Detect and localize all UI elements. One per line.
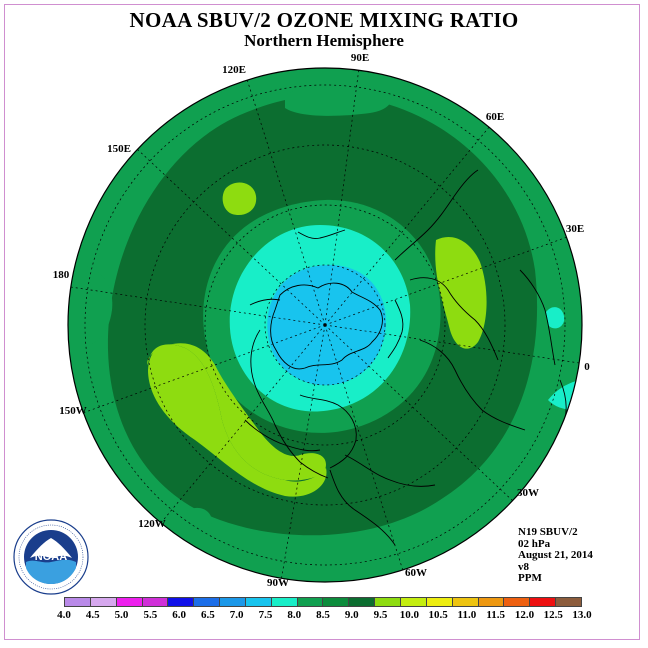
ozone-region-9.5-west-b (148, 344, 327, 497)
color-scale-tick-label: 6.5 (201, 609, 215, 621)
color-scale-tick-label: 7.0 (229, 609, 244, 621)
color-scale-bar (64, 597, 582, 607)
ozone-region-9.5-north (222, 182, 257, 216)
lon-label-30w: 30W (517, 487, 539, 499)
color-scale-tick-label: 11.0 (457, 609, 477, 621)
ozone-region-9.5-west (147, 343, 326, 481)
color-swatch (478, 598, 505, 606)
units-label: PPM (518, 572, 542, 584)
color-swatch (426, 598, 453, 606)
lon-label-120e: 120E (222, 64, 246, 76)
color-scale-tick-label: 7.5 (258, 609, 273, 621)
color-scale-tick-label: 10.0 (399, 609, 419, 621)
ozone-region-8.5-south (185, 507, 213, 530)
color-swatch (349, 598, 376, 606)
color-scale-tick-label: 4.0 (57, 609, 71, 621)
color-scale-tick-label: 9.5 (373, 609, 388, 621)
color-swatch (556, 598, 581, 606)
lon-label-0: 0 (584, 361, 590, 373)
color-scale-tick-label: 5.5 (143, 609, 158, 621)
color-scale-ticks: 4.0 4.5 5.0 5.5 6.0 6.5 7.0 7.5 8.0 8.5 9.0 9.5 10.0… (57, 609, 592, 623)
pressure-level-label: 02 hPa (518, 537, 551, 550)
color-swatch (90, 598, 117, 606)
color-scale-tick-label: 12.5 (543, 609, 563, 621)
page-title: NOAA SBUV/2 OZONE MIXING RATIO (129, 8, 519, 32)
lon-label-60w: 60W (405, 567, 427, 579)
color-swatch (452, 598, 479, 606)
ozone-region-8.5-west (70, 264, 113, 347)
color-scale-tick-label: 10.5 (428, 609, 448, 621)
color-swatch (400, 598, 427, 606)
color-swatch (375, 598, 401, 606)
instrument-label: N19 SBUV/2 (518, 526, 578, 538)
lon-label-150e: 150E (107, 143, 131, 155)
color-swatch (271, 598, 298, 606)
lon-label-30e: 30E (566, 223, 584, 235)
ozone-region-9.5-east (435, 236, 487, 349)
color-swatch (116, 598, 143, 606)
color-scale-tick-label: 8.5 (316, 609, 330, 621)
color-swatch (220, 598, 246, 606)
coastlines (244, 169, 567, 546)
color-scale-tick-label: 4.5 (85, 609, 100, 621)
color-swatch (323, 598, 350, 606)
lon-label-180: 180 (53, 269, 70, 281)
lon-label-90w: 90W (267, 577, 289, 589)
map-boundary (67, 67, 583, 583)
color-scale-tick-label: 11.5 (486, 609, 505, 621)
color-swatch (297, 598, 324, 606)
color-scale-tick-label: 8.0 (287, 609, 302, 621)
product-info: N19 SBUV/2 02 hPa August 21, 2014 v8 PPM (518, 526, 593, 585)
color-scale-tick-label: 6.0 (172, 609, 186, 621)
lon-label-120w: 120W (138, 518, 166, 530)
color-swatch (245, 598, 272, 606)
image-frame (4, 4, 640, 640)
color-swatch (194, 598, 221, 606)
lon-label-90e: 90E (351, 52, 369, 64)
ozone-region-8.0-east (546, 307, 565, 329)
color-swatch (142, 598, 169, 606)
color-scale-tick-label: 12.0 (514, 609, 535, 621)
color-swatch (504, 598, 531, 606)
color-swatch (65, 598, 91, 606)
ozone-region-8.5-north (285, 83, 392, 116)
noaa-logo: NOAA (13, 519, 89, 595)
graticule (68, 68, 582, 582)
lon-label-60e: 60E (486, 111, 504, 123)
color-swatch (168, 598, 195, 606)
color-scale-tick-label: 5.0 (114, 609, 129, 621)
lon-label-150w: 150W (59, 405, 87, 417)
date-label: August 21, 2014 (518, 549, 593, 561)
page-subtitle: Northern Hemisphere (244, 31, 404, 50)
version-label: v8 (518, 560, 529, 573)
color-scale-tick-label: 13.0 (572, 609, 592, 621)
color-swatch (530, 598, 557, 606)
color-scale-tick-label: 9.0 (344, 609, 359, 621)
svg-text:NOAA: NOAA (35, 551, 67, 563)
